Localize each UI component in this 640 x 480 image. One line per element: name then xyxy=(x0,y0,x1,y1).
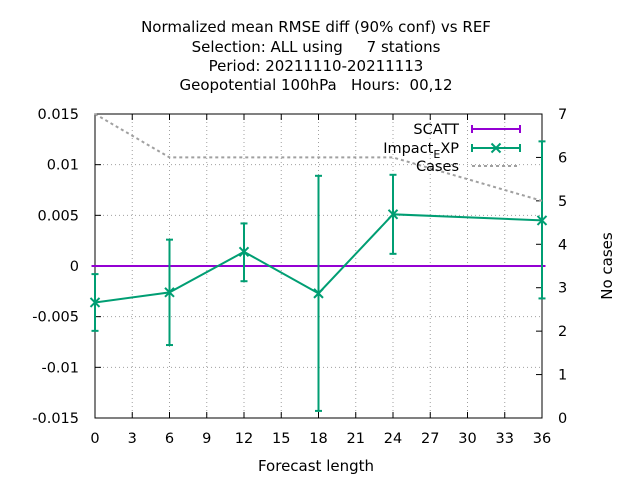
legend-entry: ImpactEXP xyxy=(383,141,521,161)
y2-tick-label: 2 xyxy=(558,324,567,340)
data-point xyxy=(238,246,250,258)
x-axis-label: Forecast length xyxy=(258,457,374,475)
x-tick-label: 18 xyxy=(309,431,327,447)
legend-label: ImpactEXP xyxy=(383,141,459,161)
x-tick-label: 30 xyxy=(458,431,476,447)
series-line xyxy=(94,213,543,304)
title-line-3: Period: 20211110-20211113 xyxy=(209,57,424,75)
data-point xyxy=(164,287,175,298)
legend-label: SCATT xyxy=(413,122,459,138)
y2-tick-label: 3 xyxy=(558,281,567,297)
x-tick-label: 24 xyxy=(384,431,402,447)
y-tick-label: 0.005 xyxy=(37,208,79,224)
legend-marker xyxy=(490,142,502,154)
title-line-2: Selection: ALL using 7 stations xyxy=(192,38,441,56)
series-impact-exp xyxy=(89,140,548,412)
x-tick-label: 9 xyxy=(202,431,211,447)
y2-tick-label: 5 xyxy=(558,194,567,210)
title-line-4: Geopotential 100hPa Hours: 00,12 xyxy=(179,76,452,94)
y2-tick-label: 6 xyxy=(558,150,567,166)
x-tick-label: 33 xyxy=(496,431,514,447)
x-tick-label: 0 xyxy=(90,431,99,447)
y2-tick-label: 4 xyxy=(558,237,567,253)
x-tick-label: 27 xyxy=(421,431,439,447)
chart-title: Normalized mean RMSE diff (90% conf) vs … xyxy=(141,18,491,94)
data-point xyxy=(313,288,324,299)
y-tick-label: 0.015 xyxy=(37,107,79,123)
y-tick-label: -0.015 xyxy=(32,411,79,427)
y2-axis-label: No cases xyxy=(598,232,616,300)
y2-tick-label: 7 xyxy=(558,107,567,123)
y2-tick-label: 0 xyxy=(558,411,567,427)
data-point xyxy=(89,297,101,308)
y-tick-label: -0.01 xyxy=(41,360,79,376)
legend-entry: SCATT xyxy=(413,122,521,138)
y-tick-label: 0.01 xyxy=(47,158,79,174)
x-tick-label: 15 xyxy=(272,431,290,447)
y2-tick-label: 1 xyxy=(558,368,567,384)
legend-entry: Cases xyxy=(416,159,520,175)
title-line-1: Normalized mean RMSE diff (90% conf) vs … xyxy=(141,18,491,36)
data-point xyxy=(387,209,399,220)
data-point xyxy=(536,215,548,226)
x-tick-label: 36 xyxy=(533,431,551,447)
x-tick-label: 3 xyxy=(128,431,137,447)
y-tick-label: -0.005 xyxy=(32,310,79,326)
x-tick-label: 6 xyxy=(165,431,174,447)
series xyxy=(89,113,548,412)
x-tick-label: 12 xyxy=(235,431,253,447)
y-tick-label: 0 xyxy=(70,259,79,275)
x-tick-label: 21 xyxy=(347,431,365,447)
legend-label: Cases xyxy=(416,159,459,175)
